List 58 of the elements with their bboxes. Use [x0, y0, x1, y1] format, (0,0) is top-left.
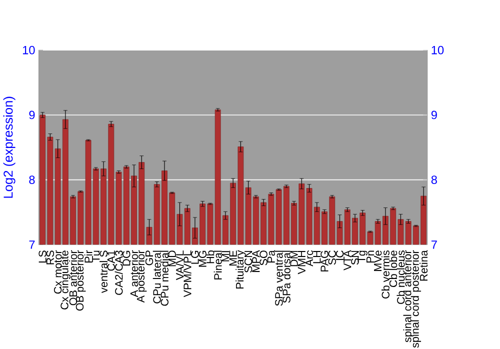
x-tick-label: RS	[46, 250, 54, 264]
x-tick-label: SPa dorsal	[282, 250, 290, 303]
x-tick-label: DM	[290, 250, 298, 266]
x-tick-label: MI	[222, 251, 230, 262]
y-tick-label: 7	[29, 240, 35, 249]
x-tick-label: OB anterior	[69, 250, 78, 306]
x-tick-label: Retina	[420, 250, 428, 281]
x-tick-label: Pituitary	[236, 250, 246, 288]
x-tick-label: MD	[168, 250, 176, 266]
x-tick-label: SO	[260, 250, 268, 266]
x-tick-label: Cx cingulate	[60, 250, 70, 310]
x-tick-label: CA2/CA3	[114, 250, 123, 295]
x-tick-label: ventral S	[100, 250, 108, 293]
x-tick-label: VA/VL	[176, 250, 184, 280]
x-tick-label: LG	[191, 250, 199, 264]
x-tick-label: SCN	[244, 250, 252, 273]
x-tick-label: Cb vermis	[381, 250, 390, 298]
x-tick-label: Pa	[267, 250, 275, 262]
x-tick-label: PAG	[320, 250, 328, 272]
y-tick-label: 10	[22, 46, 35, 54]
x-tick-label: Tu	[92, 250, 100, 262]
x-tick-label: MPA	[252, 250, 260, 272]
x-tick-label: A anterior	[130, 250, 138, 298]
y-tick-label: 8	[29, 176, 35, 184]
x-tick-label: Cx motor	[54, 250, 62, 294]
x-tick-label: Pir	[84, 250, 92, 262]
x-tick-label: CPu medial	[160, 250, 168, 306]
x-tick-label: VMH	[298, 250, 306, 274]
x-tick-label: GP	[145, 250, 154, 266]
x-tick-label: Arc	[305, 250, 314, 266]
x-tick-label: SN	[351, 250, 359, 265]
x-tick-label: A posterior	[136, 250, 147, 303]
x-tick-label: IC	[336, 250, 344, 260]
y2-tick-label: 10	[432, 46, 444, 54]
x-tick-label: SPa ventral	[274, 250, 283, 306]
x-tick-label: DG	[122, 250, 130, 266]
x-tick-label: MG	[198, 250, 206, 267]
y-axis-title: Log2 (expression)	[3, 96, 16, 198]
x-tick-label: Cb nucleus	[396, 250, 405, 304]
x-tick-label: CPu lateral	[152, 250, 161, 304]
x-tick-label: Tg	[358, 250, 368, 263]
x-tick-label: CA1	[107, 250, 115, 271]
x-tick-label: VTA	[344, 250, 352, 270]
x-tick-label: Hb	[206, 250, 214, 264]
x-tick-label: LH	[313, 250, 321, 264]
x-tick-label: SC	[328, 250, 336, 265]
x-tick-label: OB posterior	[76, 250, 86, 311]
y-tick-label: 9	[29, 110, 35, 120]
x-tick-label: Pineal	[214, 250, 222, 280]
x-tick-label: Pn	[366, 250, 374, 262]
x-tick-label: VPM/VPL	[183, 250, 192, 298]
y2-tick-label: 7	[431, 240, 437, 249]
x-tick-label: ME	[229, 250, 237, 266]
x-tick-label: Cb lobe	[389, 250, 398, 288]
x-tick-label: LS	[38, 250, 46, 262]
y2-tick-label: 9	[431, 110, 437, 120]
x-tick-label: MVe	[374, 250, 382, 271]
y2-tick-label: 8	[431, 176, 437, 184]
